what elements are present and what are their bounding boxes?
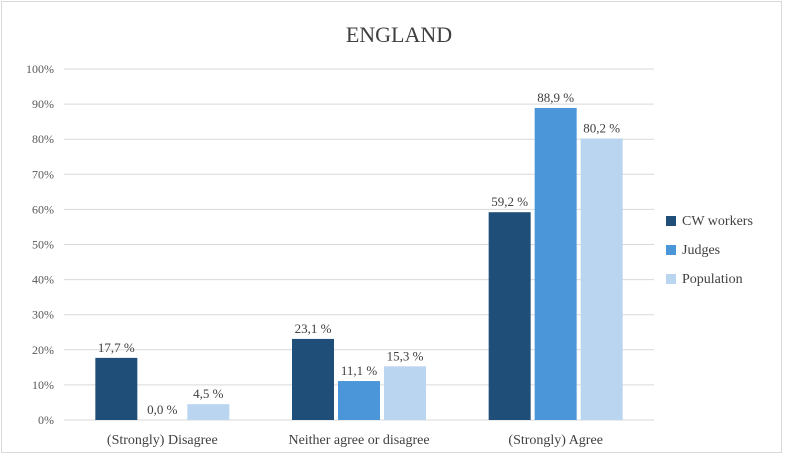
data-label: 15,3 % xyxy=(387,348,424,363)
y-tick-label: 30% xyxy=(32,308,54,322)
x-category-label: Neither agree or disagree xyxy=(288,433,429,448)
y-tick-label: 0% xyxy=(38,413,54,427)
y-tick-label: 10% xyxy=(32,378,54,392)
legend-swatch xyxy=(666,245,676,255)
y-tick-label: 40% xyxy=(32,273,54,287)
data-label: 80,2 % xyxy=(583,120,620,135)
data-labels: 17,7 % 0,0 % 4,5 % 23,1 % 11,1 % 15,3 % 59,2 %… xyxy=(98,90,620,417)
bar xyxy=(338,381,380,420)
bar xyxy=(95,357,138,420)
data-label: 17,7 % xyxy=(98,340,135,355)
data-label: 88,9 % xyxy=(537,90,574,105)
bar xyxy=(187,404,230,420)
x-category-label: (Strongly) Disagree xyxy=(107,433,218,448)
legend-label: Judges xyxy=(682,243,720,258)
y-tick-label: 20% xyxy=(32,343,54,357)
data-label: 11,1 % xyxy=(341,363,378,378)
y-tick-label: 90% xyxy=(32,97,54,111)
bars xyxy=(95,107,623,421)
chart-title: ENGLAND xyxy=(346,22,452,47)
gridlines xyxy=(64,68,654,421)
bar xyxy=(384,366,426,420)
legend-swatch xyxy=(666,274,676,284)
bar xyxy=(488,212,531,420)
data-label: 59,2 % xyxy=(491,194,528,209)
data-label: 23,1 % xyxy=(295,321,332,336)
data-label: 0,0 % xyxy=(147,402,178,417)
data-label: 4,5 % xyxy=(193,386,224,401)
bar xyxy=(580,138,623,421)
y-tick-label: 80% xyxy=(32,132,54,146)
y-tick-label: 60% xyxy=(32,202,54,216)
y-axis-ticks: 0% 10% 20% 30% 40% 50% 60% 70% 80% 90% 100% xyxy=(26,62,54,427)
y-tick-label: 70% xyxy=(32,167,54,181)
legend-label: CW workers xyxy=(682,214,753,229)
x-category-label: (Strongly) Agree xyxy=(508,433,602,448)
y-tick-label: 50% xyxy=(32,238,54,252)
legend-label: Population xyxy=(682,272,743,287)
legend-swatch xyxy=(666,216,676,226)
bar xyxy=(292,338,334,420)
legend: CW workers Judges Population xyxy=(666,214,753,287)
bar xyxy=(534,107,577,420)
x-axis-categories: (Strongly) Disagree Neither agree or disa… xyxy=(107,433,603,448)
y-tick-label: 100% xyxy=(26,62,54,76)
